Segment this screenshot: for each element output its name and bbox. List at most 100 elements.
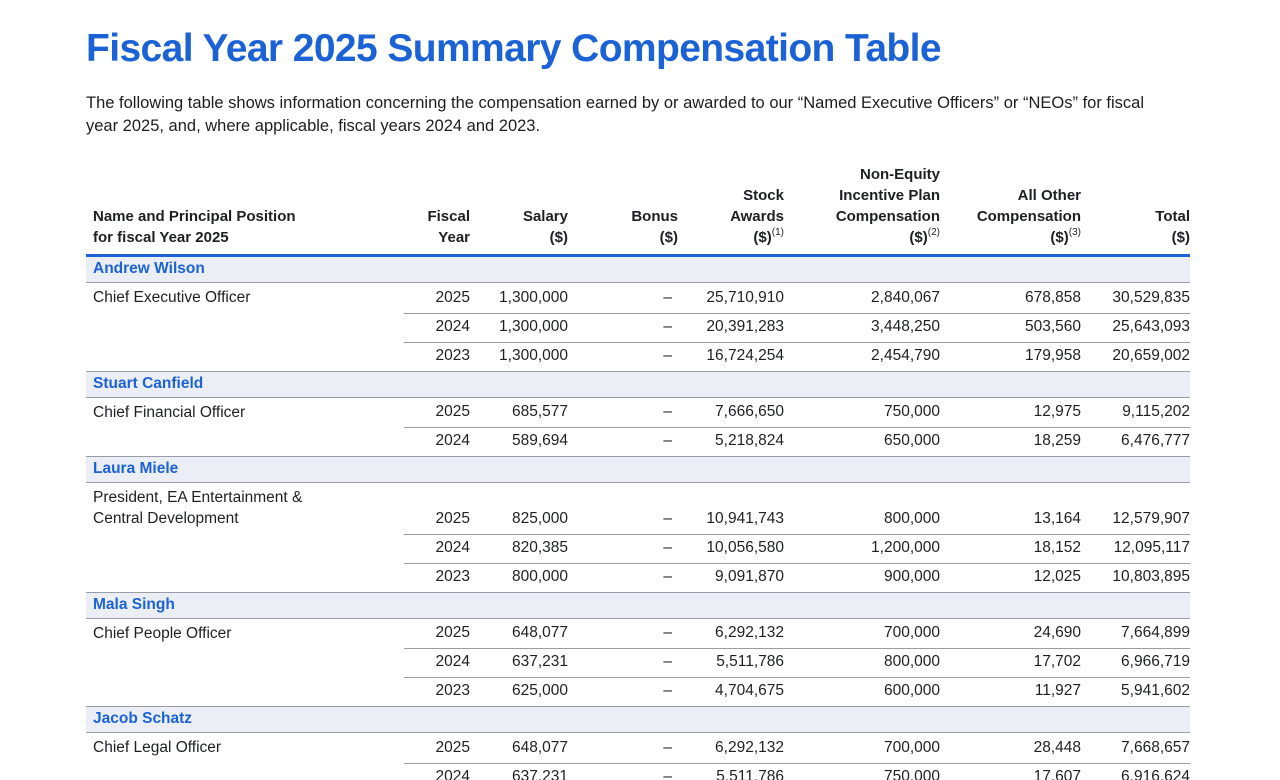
cell-bonus: – <box>568 533 678 563</box>
cell-fiscal_year: 2024 <box>404 427 470 457</box>
cell-fiscal_year: 2025 <box>435 624 470 641</box>
cell-total: 9,115,202 <box>1122 403 1190 420</box>
cell-fiscal_year: 2025 <box>435 738 470 756</box>
cell-bonus: – <box>663 624 672 641</box>
cell-total: 7,668,657 <box>1121 738 1190 756</box>
cell-bonus: – <box>568 762 678 780</box>
footnote-ref-icon: (3) <box>1068 227 1081 238</box>
intro-text: The following table shows information co… <box>86 94 1145 135</box>
cell-all_other: 13,164 <box>1033 509 1081 527</box>
position-cell-empty <box>86 428 404 457</box>
cell-fiscal_year: 2024 <box>404 762 470 780</box>
position-cell-empty <box>86 649 404 678</box>
cell-stock_awards: 20,391,283 <box>678 312 784 342</box>
column-header-salary: Salary ($) <box>470 164 568 257</box>
cell-salary: 589,694 <box>470 427 568 457</box>
cell-bonus: – <box>568 312 678 342</box>
cell-total: 12,095,117 <box>1081 533 1190 563</box>
cell-total: 30,529,835 <box>1112 288 1190 306</box>
table-body: Andrew Wilson Chief Executive Officer 2025… <box>86 255 1190 780</box>
section-name-row: Jacob Schatz <box>86 706 1190 733</box>
cell-total: 12,579,907 <box>1112 509 1190 527</box>
column-header-stock_awards: Stock Awards ($)(1) <box>678 164 784 257</box>
section-name-row: Laura Miele <box>86 456 1190 483</box>
position-cell-empty <box>86 534 404 563</box>
cell-salary: 800,000 <box>470 562 568 592</box>
cell-total: 6,916,624 <box>1081 762 1190 780</box>
cell-bonus: – <box>663 509 672 527</box>
cell-neip: 700,000 <box>883 738 940 756</box>
cell-bonus: – <box>568 648 678 678</box>
cell-neip: 750,000 <box>784 762 940 780</box>
cell-neip: 1,200,000 <box>784 533 940 563</box>
compensation-table: Name and Principal Position for fiscal Ye… <box>86 164 1190 780</box>
cell-neip: 2,840,067 <box>871 288 940 306</box>
data-row: 2023 1,300,000–16,724,254 2,454,790 179,958… <box>86 341 1190 371</box>
column-header-total: Total ($) <box>1081 164 1190 257</box>
cell-all_other: 179,958 <box>940 341 1081 371</box>
cell-all_other: 503,560 <box>940 312 1081 342</box>
section-name: Mala Singh <box>86 591 1190 619</box>
cell-neip: 800,000 <box>883 509 940 527</box>
cell-fiscal_year: 2024 <box>404 648 470 678</box>
cell-total: 5,941,602 <box>1081 677 1190 707</box>
data-row: 2024 820,385–10,056,580 1,200,000 18,152 12,… <box>86 533 1190 563</box>
cell-all_other: 24,690 <box>1033 624 1081 641</box>
cell-fiscal_year: 2024 <box>404 312 470 342</box>
header-row: Name and Principal Position for fiscal Ye… <box>86 164 1190 257</box>
cell-stock_awards: 6,292,132 <box>715 738 784 756</box>
data-row: Chief People Officer 2025 648,077 – 6,292,13… <box>86 618 1190 649</box>
cell-salary: 648,077 <box>511 624 568 641</box>
cell-stock_awards: 6,292,132 <box>715 624 784 641</box>
cell-stock_awards: 25,710,910 <box>706 288 784 306</box>
cell-neip: 750,000 <box>883 403 940 420</box>
position-cell-empty <box>86 763 404 780</box>
position-cell: Chief Legal Officer <box>93 739 222 756</box>
position-cell: Chief People Officer <box>93 624 232 642</box>
cell-salary: 825,000 <box>511 509 568 527</box>
cell-all_other: 18,259 <box>940 427 1081 457</box>
position-cell-empty <box>86 342 404 371</box>
cell-stock_awards: 16,724,254 <box>678 341 784 371</box>
footnote-ref-icon: (1) <box>771 227 784 238</box>
cell-salary: 1,300,000 <box>470 341 568 371</box>
column-header-all_other: All Other Compensation ($)(3) <box>940 164 1081 257</box>
position-cell: Chief Financial Officer <box>93 403 246 421</box>
cell-fiscal_year: 2023 <box>404 341 470 371</box>
cell-total: 25,643,093 <box>1081 312 1190 342</box>
cell-total: 10,803,895 <box>1081 562 1190 592</box>
data-row: 2023 800,000–9,091,870 900,000 12,025 10,803… <box>86 562 1190 592</box>
column-header-name: Name and Principal Position for fiscal Ye… <box>86 164 404 257</box>
cell-total: 6,966,719 <box>1081 648 1190 678</box>
cell-salary: 685,577 <box>511 403 568 420</box>
column-header-bonus: Bonus ($) <box>568 164 678 257</box>
cell-fiscal_year: 2024 <box>404 533 470 563</box>
cell-neip: 600,000 <box>784 677 940 707</box>
data-row: 2024 589,694–5,218,824 650,000 18,259 6,476,… <box>86 427 1190 457</box>
position-cell: President, EA Entertainment & Central Dev… <box>93 489 303 527</box>
column-header-fiscal_year: Fiscal Year <box>404 164 470 257</box>
cell-fiscal_year: 2025 <box>435 403 470 420</box>
cell-all_other: 18,152 <box>940 533 1081 563</box>
cell-bonus: – <box>663 403 672 420</box>
footnote-ref-icon: (2) <box>927 227 940 238</box>
cell-all_other: 28,448 <box>1033 738 1081 756</box>
position-cell-empty <box>86 678 404 707</box>
cell-total: 20,659,002 <box>1081 341 1190 371</box>
cell-stock_awards: 7,666,650 <box>715 403 784 420</box>
cell-salary: 637,231 <box>470 648 568 678</box>
cell-fiscal_year: 2023 <box>404 677 470 707</box>
cell-fiscal_year: 2025 <box>435 288 470 306</box>
section-name-row: Andrew Wilson <box>86 255 1190 283</box>
cell-salary: 637,231 <box>470 762 568 780</box>
cell-bonus: – <box>568 427 678 457</box>
data-row: President, EA Entertainment & Central Dev… <box>86 483 1190 535</box>
cell-bonus: – <box>568 341 678 371</box>
column-header-neip: Non-Equity Incentive Plan Compensation ($)(… <box>784 164 940 257</box>
section-name-row: Mala Singh <box>86 591 1190 619</box>
data-row: 2023 625,000–4,704,675 600,000 11,927 5,941,… <box>86 677 1190 707</box>
cell-bonus: – <box>568 677 678 707</box>
page-title: Fiscal Year 2025 Summary Compensation Ta… <box>86 27 942 70</box>
cell-total: 6,476,777 <box>1081 427 1190 457</box>
section-name: Laura Miele <box>86 456 1190 483</box>
